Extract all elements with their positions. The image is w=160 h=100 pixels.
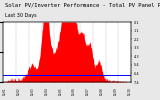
Text: Solar PV/Inverter Performance - Total PV Panel Power Output: Solar PV/Inverter Performance - Total PV… (5, 3, 160, 8)
Text: 12/06: 12/06 (72, 87, 76, 95)
Text: 12/10: 12/10 (128, 87, 132, 95)
Text: 12/09: 12/09 (114, 87, 118, 95)
Text: 12/01: 12/01 (3, 87, 7, 95)
Text: Last 30 Days: Last 30 Days (5, 13, 36, 18)
Text: 12/08: 12/08 (100, 87, 104, 95)
Text: 12/04: 12/04 (44, 87, 48, 95)
Text: 12/07: 12/07 (86, 87, 90, 95)
Text: 12/03: 12/03 (31, 87, 35, 95)
Text: 12/02: 12/02 (17, 87, 21, 95)
Text: 12/05: 12/05 (58, 87, 62, 95)
